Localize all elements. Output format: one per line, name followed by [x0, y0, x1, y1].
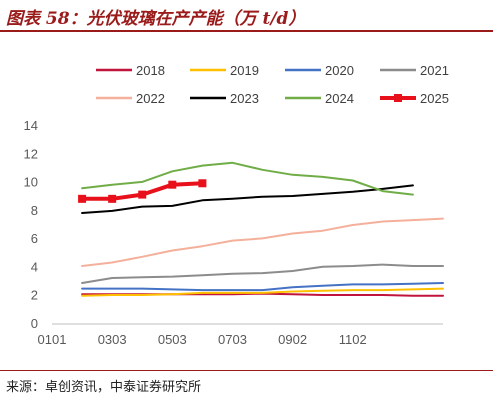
data-point-2025	[138, 190, 147, 199]
data-point-2025	[168, 180, 177, 189]
x-tick-label: 0303	[98, 332, 127, 347]
legend-label-2018: 2018	[136, 63, 165, 78]
data-point-2025	[198, 179, 207, 188]
source-note: 来源：卓创资讯，中泰证券研究所	[6, 380, 202, 395]
x-tick-label: 0503	[158, 332, 187, 347]
legend-label-2019: 2019	[230, 63, 259, 78]
y-tick-label: 2	[31, 288, 38, 303]
legend-label-2024: 2024	[325, 91, 354, 106]
series-line-2021	[81, 263, 444, 284]
y-tick-label: 8	[31, 203, 38, 218]
data-point-2025	[78, 194, 87, 203]
legend-label-2023: 2023	[230, 91, 259, 106]
x-tick-label: 1102	[339, 332, 367, 347]
legend-label-2020: 2020	[325, 63, 354, 78]
series-line-2020	[81, 282, 444, 292]
source-divider	[0, 370, 493, 371]
x-tick-label: 0101	[38, 332, 67, 347]
title-divider	[0, 30, 493, 32]
x-tick-label: 0902	[278, 332, 307, 347]
legend-marker-2025	[394, 94, 402, 102]
legend: 2018 2019 2020 2021 2022 2023 2024 2025	[96, 63, 449, 106]
series-lines	[78, 161, 444, 297]
legend-label-2021: 2021	[420, 63, 449, 78]
y-tick-label: 10	[24, 175, 38, 190]
y-tick-label: 14	[24, 118, 38, 133]
y-tick-label: 4	[31, 259, 38, 274]
legend-label-2025: 2025	[420, 91, 449, 106]
legend-label-2022: 2022	[136, 91, 165, 106]
series-line-2022	[81, 217, 444, 267]
axes: 0 2 4 6 8 10 12 14 0101 0303 0503 0703 0902 1102	[24, 118, 443, 347]
y-tick-label: 12	[24, 146, 38, 161]
series-line-2024	[81, 161, 414, 196]
data-point-2025	[108, 194, 117, 203]
x-tick-label: 0703	[218, 332, 247, 347]
line-chart: 2018 2019 2020 2021 2022 2023 2024 2025 0 2 4 6 8 10…	[24, 63, 449, 347]
series-line-2019	[81, 287, 444, 297]
y-tick-label: 6	[31, 231, 38, 246]
y-tick-label: 0	[31, 316, 38, 331]
series-line-2023	[81, 184, 414, 214]
chart-title: 图表 58：光伏玻璃在产产能（万 t/d）	[6, 9, 306, 29]
